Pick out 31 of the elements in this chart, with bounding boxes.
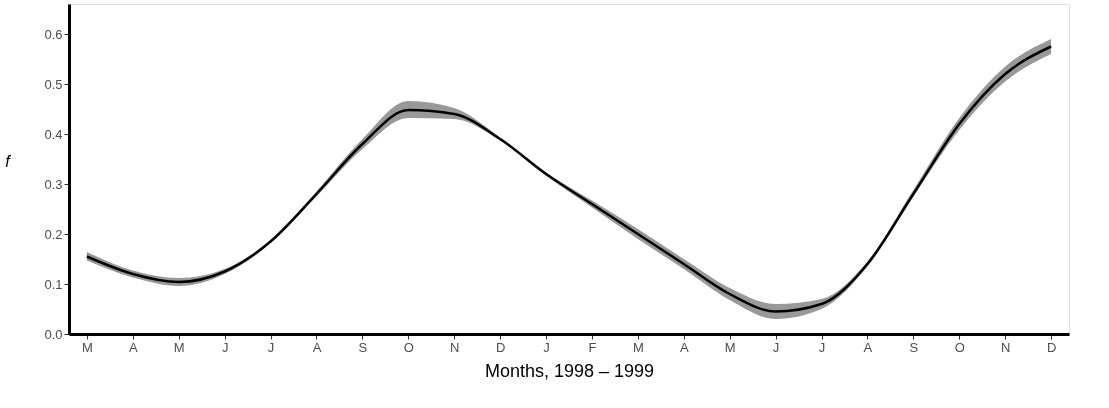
- y-tick-label: 0.4: [44, 126, 63, 142]
- x-tick-label: J: [221, 339, 229, 355]
- x-tick-label: N: [450, 339, 460, 355]
- y-tick-label: 0.2: [44, 226, 63, 242]
- y-tick-label: 0.3: [44, 176, 63, 192]
- x-tick-label: N: [1000, 339, 1011, 355]
- x-tick-label: M: [173, 339, 185, 355]
- x-tick-label: J: [543, 339, 550, 355]
- x-tick-label: O: [403, 339, 414, 355]
- x-tick-label: M: [632, 339, 644, 355]
- x-tick-label: S: [909, 339, 919, 355]
- x-tick-label: O: [954, 339, 965, 355]
- x-tick-label: A: [128, 339, 138, 355]
- x-tick-label: A: [679, 339, 689, 355]
- x-tick-label: J: [267, 339, 275, 355]
- x-tick-label: F: [588, 339, 597, 355]
- y-tick-label: 0.6: [44, 26, 63, 42]
- y-tick-label: 0.5: [44, 76, 63, 92]
- x-tick-label: S: [358, 339, 368, 355]
- y-axis-title: f: [5, 152, 12, 170]
- x-tick-label: D: [1046, 339, 1057, 355]
- y-tick-label: 0.1: [44, 276, 63, 292]
- x-tick-label: A: [863, 339, 873, 355]
- x-tick-label: M: [724, 339, 736, 355]
- x-tick-label: J: [818, 339, 826, 355]
- x-tick-label: A: [312, 339, 322, 355]
- y-tick-label: 0.0: [44, 326, 63, 342]
- x-tick-label: M: [81, 339, 93, 355]
- x-axis-title: Months, 1998 – 1999: [484, 360, 655, 381]
- x-tick-label: J: [772, 339, 780, 355]
- x-tick-label: D: [495, 339, 506, 355]
